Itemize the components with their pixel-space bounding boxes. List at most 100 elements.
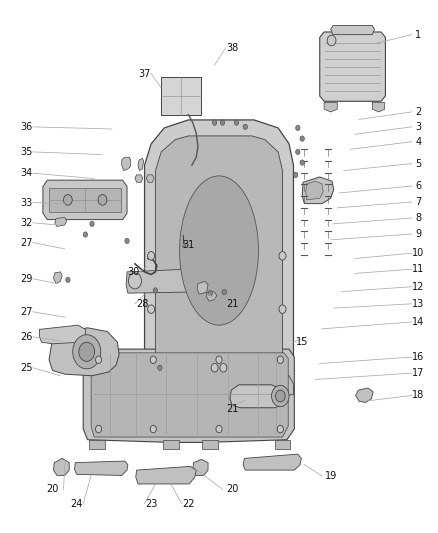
Circle shape	[300, 136, 304, 141]
Text: 38: 38	[226, 43, 238, 53]
Polygon shape	[324, 102, 337, 112]
Text: 33: 33	[20, 198, 32, 207]
Text: 32: 32	[20, 218, 32, 228]
Text: 27: 27	[20, 238, 32, 247]
Polygon shape	[230, 385, 287, 408]
Circle shape	[182, 243, 186, 247]
Polygon shape	[74, 461, 128, 475]
Text: 17: 17	[412, 368, 424, 378]
Text: 24: 24	[71, 499, 83, 508]
Polygon shape	[53, 272, 62, 284]
Polygon shape	[356, 388, 373, 402]
Circle shape	[128, 273, 141, 289]
Polygon shape	[331, 26, 374, 35]
Circle shape	[216, 425, 222, 433]
Circle shape	[279, 252, 286, 260]
Circle shape	[148, 305, 155, 313]
Polygon shape	[91, 353, 288, 437]
Text: 10: 10	[412, 248, 424, 258]
Text: 28: 28	[136, 299, 148, 309]
Circle shape	[296, 125, 300, 131]
Circle shape	[234, 120, 239, 125]
Text: 8: 8	[415, 213, 421, 223]
Text: 20: 20	[226, 484, 238, 494]
Polygon shape	[320, 32, 385, 101]
Text: 4: 4	[415, 137, 421, 147]
Text: 26: 26	[20, 332, 32, 342]
Circle shape	[66, 277, 70, 282]
Circle shape	[220, 120, 225, 125]
Text: 21: 21	[226, 299, 238, 309]
Bar	[161, 77, 201, 115]
Circle shape	[220, 364, 227, 372]
Polygon shape	[83, 349, 294, 442]
Circle shape	[73, 335, 101, 369]
Text: 22: 22	[182, 499, 194, 508]
Circle shape	[296, 149, 300, 155]
Polygon shape	[43, 180, 127, 220]
Polygon shape	[89, 440, 105, 449]
Text: 29: 29	[20, 274, 32, 284]
Polygon shape	[55, 217, 67, 227]
Circle shape	[277, 356, 283, 364]
Polygon shape	[372, 102, 385, 112]
Polygon shape	[135, 175, 143, 182]
Text: 36: 36	[20, 122, 32, 132]
Circle shape	[79, 342, 95, 361]
Circle shape	[243, 124, 247, 130]
Polygon shape	[138, 158, 144, 171]
Text: 6: 6	[415, 181, 421, 191]
Circle shape	[125, 238, 129, 244]
Polygon shape	[193, 459, 208, 475]
Circle shape	[158, 365, 162, 370]
Text: 35: 35	[20, 147, 32, 157]
Circle shape	[293, 172, 298, 177]
Text: 20: 20	[46, 484, 59, 494]
Polygon shape	[49, 188, 121, 212]
Text: 25: 25	[20, 363, 32, 373]
Polygon shape	[155, 136, 283, 370]
Text: 23: 23	[145, 499, 157, 508]
Text: 27: 27	[20, 307, 32, 317]
Circle shape	[279, 305, 286, 313]
Polygon shape	[49, 328, 119, 376]
Polygon shape	[197, 281, 208, 294]
Polygon shape	[145, 120, 293, 376]
Text: 19: 19	[325, 471, 337, 481]
Circle shape	[153, 288, 158, 293]
Polygon shape	[85, 349, 92, 368]
Polygon shape	[243, 454, 301, 470]
Polygon shape	[207, 292, 217, 301]
Text: 34: 34	[20, 168, 32, 178]
Circle shape	[90, 221, 94, 227]
Polygon shape	[126, 269, 192, 293]
Text: 9: 9	[415, 229, 421, 239]
Circle shape	[208, 290, 212, 296]
Text: 30: 30	[127, 267, 140, 277]
Circle shape	[211, 364, 218, 372]
Circle shape	[327, 35, 336, 46]
Circle shape	[95, 425, 102, 433]
Circle shape	[277, 425, 283, 433]
Polygon shape	[202, 440, 218, 449]
Text: 37: 37	[138, 69, 151, 78]
Text: 16: 16	[412, 352, 424, 362]
Polygon shape	[306, 181, 323, 200]
Text: 13: 13	[412, 299, 424, 309]
Polygon shape	[122, 157, 131, 171]
Circle shape	[98, 195, 107, 205]
Circle shape	[216, 356, 222, 364]
Text: 5: 5	[415, 159, 421, 168]
Circle shape	[222, 289, 226, 295]
Text: 18: 18	[412, 391, 424, 400]
Circle shape	[150, 356, 156, 364]
Text: 31: 31	[182, 240, 194, 250]
Polygon shape	[302, 177, 334, 204]
Polygon shape	[146, 175, 154, 182]
Polygon shape	[145, 376, 169, 397]
Circle shape	[150, 425, 156, 433]
Text: 15: 15	[296, 337, 308, 347]
Polygon shape	[53, 458, 69, 475]
Text: 11: 11	[412, 264, 424, 274]
Polygon shape	[275, 440, 290, 449]
